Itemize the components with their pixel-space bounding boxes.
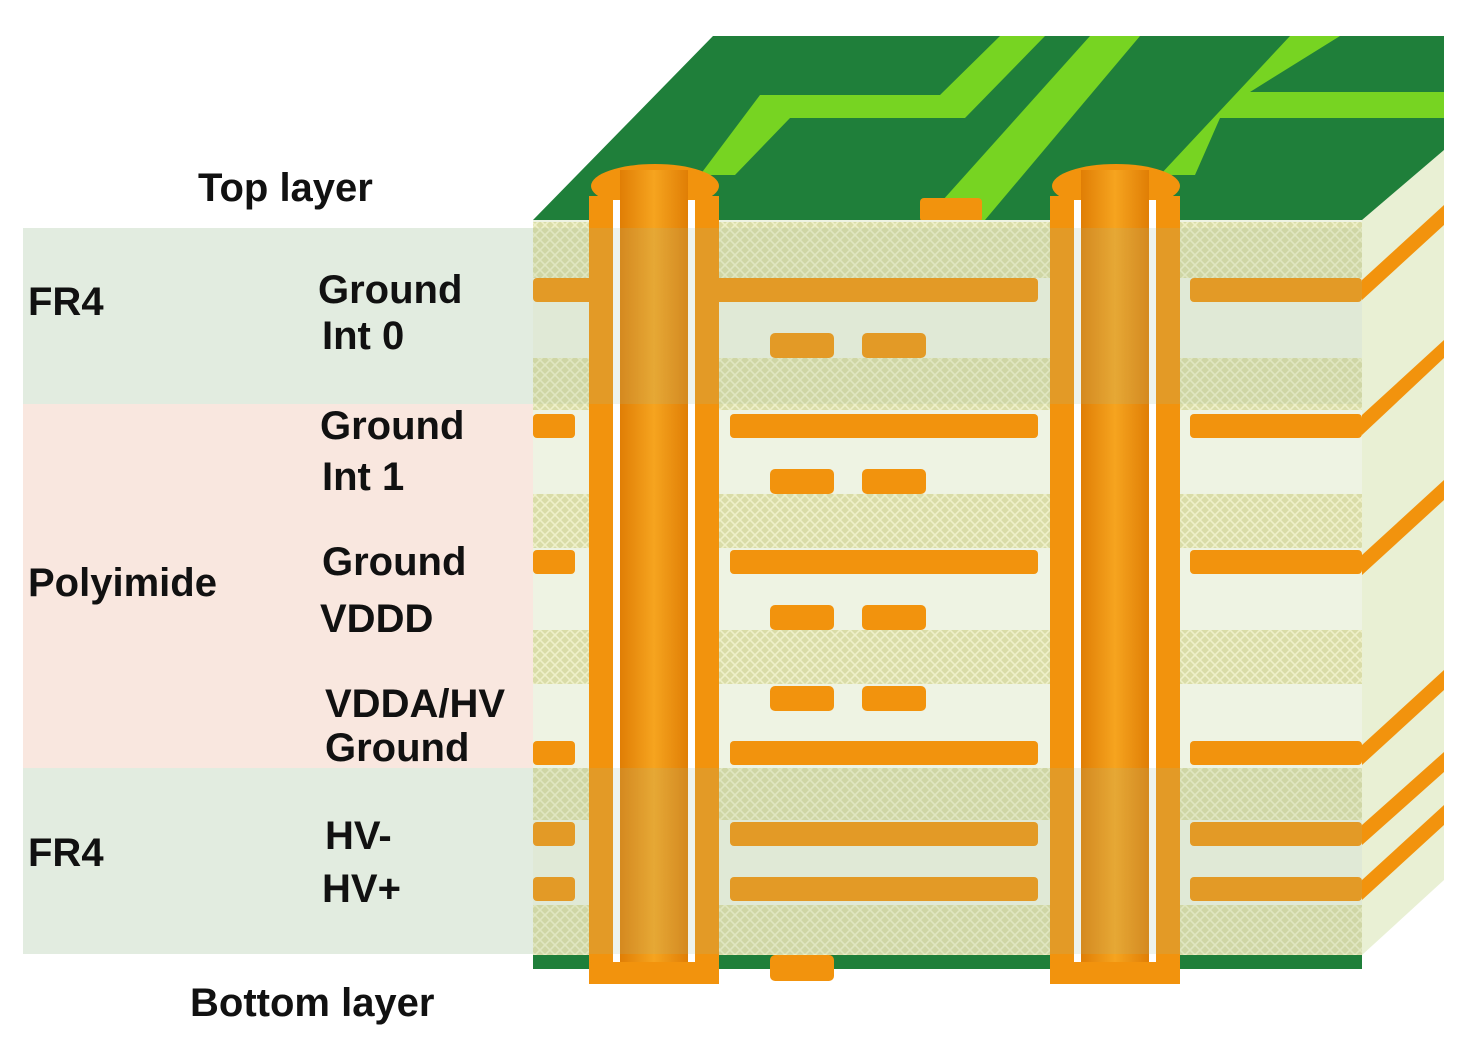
bottom-layer-label: Bottom layer	[190, 981, 435, 1025]
fr4-band-bottom	[23, 768, 533, 954]
layer-label: VDDD	[320, 597, 434, 641]
top-layer-label: Top layer	[198, 166, 373, 210]
material-bands	[23, 228, 533, 954]
fr4-band-top	[23, 228, 533, 404]
board-side-face	[1362, 150, 1444, 955]
layer-label: Ground	[320, 404, 465, 448]
layer-label: HV+	[322, 867, 401, 911]
material-label-fr4-bottom: FR4	[28, 831, 104, 875]
layer-label: Int 1	[322, 455, 405, 499]
via-right	[1050, 170, 1180, 984]
layer-label: Ground	[325, 726, 470, 770]
layer-label: VDDA/HV	[325, 682, 506, 726]
layer-label: HV-	[325, 814, 392, 858]
layer-label: Ground	[322, 540, 467, 584]
material-label-polyimide: Polyimide	[28, 561, 217, 605]
material-label-fr4-top: FR4	[28, 280, 104, 324]
via-left	[589, 170, 719, 984]
layer-label: Ground	[318, 268, 463, 312]
band-overlay	[533, 228, 1362, 954]
polyimide-band	[23, 404, 533, 768]
layer-label: Int 0	[322, 314, 405, 358]
